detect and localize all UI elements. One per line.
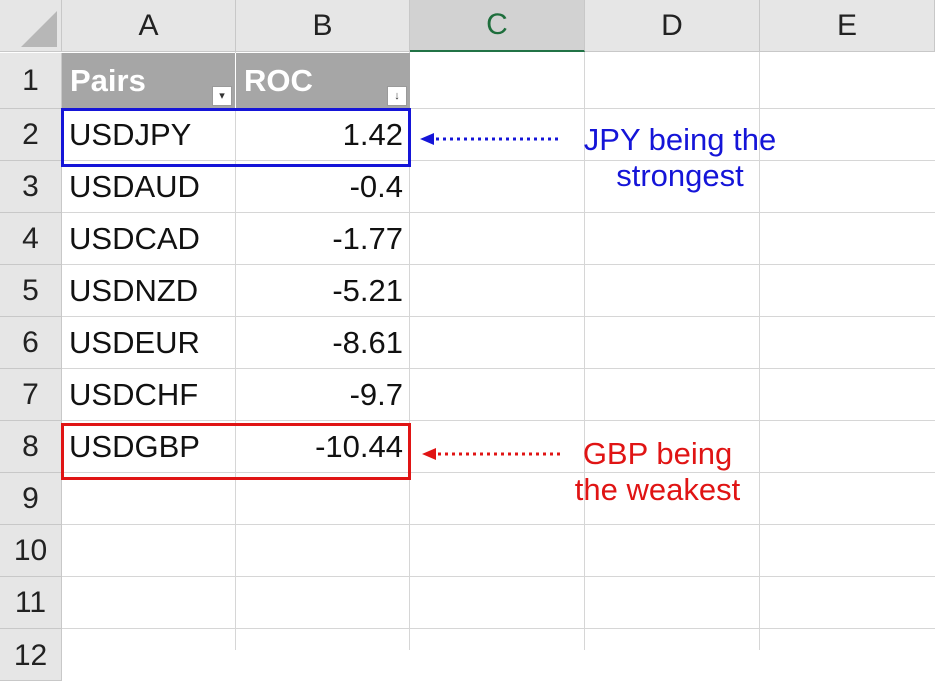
gridline (62, 316, 935, 317)
table-header-label: Pairs (70, 63, 146, 98)
gridline (62, 108, 935, 109)
gridline (62, 368, 935, 369)
row-header-12[interactable]: 12 (0, 629, 62, 681)
row-header-9[interactable]: 9 (0, 473, 62, 525)
cell-b8[interactable]: -10.44 (315, 429, 403, 464)
row-header-6[interactable]: 6 (0, 317, 62, 369)
cell-a5[interactable]: USDNZD (69, 273, 199, 308)
gridline (235, 52, 236, 650)
cell-a3[interactable]: USDAUD (69, 169, 200, 204)
cell-a4[interactable]: USDCAD (69, 221, 200, 256)
strongest-arrow-icon (420, 133, 558, 145)
gridline (62, 524, 935, 525)
cell-b3[interactable]: -0.4 (349, 169, 403, 204)
column-header-d[interactable]: D (585, 0, 760, 52)
table-header-pairs[interactable]: Pairs ▾ (62, 53, 236, 109)
weakest-arrow-icon (422, 448, 560, 460)
column-header-c[interactable]: C (410, 0, 585, 52)
gridline (62, 420, 935, 421)
gridline (759, 52, 760, 650)
column-header-a[interactable]: A (62, 0, 236, 52)
cell-a6[interactable]: USDEUR (69, 325, 200, 360)
weakest-annotation: GBP being the weakest (540, 436, 775, 508)
table-header-label: ROC (244, 63, 313, 98)
cell-a8[interactable]: USDGBP (69, 429, 200, 464)
row-header-5[interactable]: 5 (0, 265, 62, 317)
gridline (62, 264, 935, 265)
gridline (584, 52, 585, 650)
strongest-annotation: JPY being the strongest (560, 122, 800, 194)
gridline (62, 472, 935, 473)
gridline (409, 52, 410, 650)
annotation-line: GBP being (582, 436, 733, 471)
column-header-b[interactable]: B (236, 0, 410, 52)
cell-a7[interactable]: USDCHF (69, 377, 199, 412)
select-all-button[interactable] (0, 0, 62, 52)
weakest-highlight-box (61, 423, 411, 480)
annotation-line: JPY being the (583, 122, 777, 157)
annotation-line: the weakest (574, 472, 741, 507)
cell-a2[interactable]: USDJPY (69, 117, 192, 152)
row-header-4[interactable]: 4 (0, 213, 62, 265)
select-all-triangle-icon (21, 11, 57, 47)
gridline (62, 628, 935, 629)
sort-descending-icon[interactable]: ↓ (387, 86, 407, 106)
row-header-10[interactable]: 10 (0, 525, 62, 577)
cell-b4[interactable]: -1.77 (332, 221, 403, 256)
cell-b5[interactable]: -5.21 (332, 273, 403, 308)
annotation-line: strongest (616, 158, 744, 193)
row-header-7[interactable]: 7 (0, 369, 62, 421)
filter-dropdown-icon[interactable]: ▾ (212, 86, 232, 106)
row-header-1[interactable]: 1 (0, 53, 62, 109)
row-header-11[interactable]: 11 (0, 577, 62, 629)
gridline (62, 212, 935, 213)
row-header-8[interactable]: 8 (0, 421, 62, 473)
column-header-e[interactable]: E (760, 0, 935, 52)
row-header-2[interactable]: 2 (0, 109, 62, 161)
cell-b6[interactable]: -8.61 (332, 325, 403, 360)
cell-b7[interactable]: -9.7 (349, 377, 403, 412)
gridline (62, 160, 935, 161)
table-header-roc[interactable]: ROC ↓ (236, 53, 410, 109)
gridline (62, 576, 935, 577)
row-header-3[interactable]: 3 (0, 161, 62, 213)
strongest-highlight-box (61, 108, 411, 167)
cell-b2[interactable]: 1.42 (342, 117, 403, 152)
